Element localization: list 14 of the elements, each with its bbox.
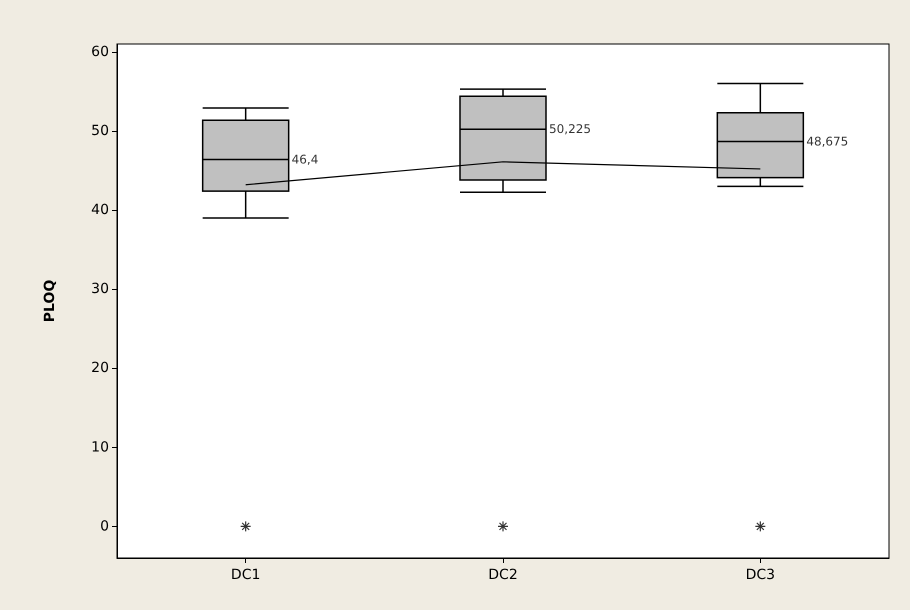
y-axis-title: PLOQ — [42, 280, 58, 322]
y-tick-label: 40 — [91, 202, 109, 218]
y-tick-label: 0 — [100, 518, 109, 534]
text: 48,675 — [806, 134, 848, 148]
y-tick-label: 60 — [91, 44, 109, 60]
y-tick-label: 30 — [91, 281, 109, 298]
y-tick-label: 10 — [91, 439, 109, 456]
text: 46,4 — [292, 152, 318, 166]
text: 50,225 — [549, 122, 591, 136]
y-tick-label: 50 — [91, 122, 109, 139]
y-tick-label: 20 — [91, 360, 109, 376]
x-tick-label: DC3 — [746, 567, 776, 583]
x-tick-label: DC1 — [230, 567, 260, 583]
x-tick-label: DC2 — [488, 567, 518, 583]
